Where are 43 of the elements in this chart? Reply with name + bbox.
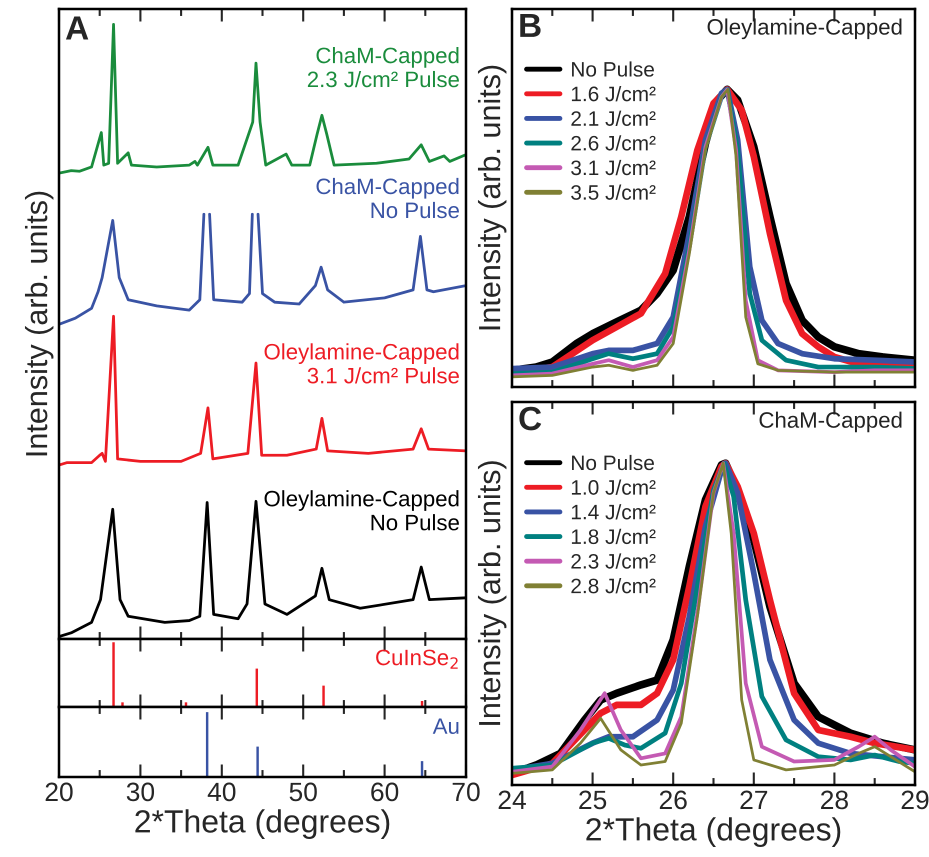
legend-label: No Pulse xyxy=(572,454,654,470)
legend-label: 1.6 J/cm² xyxy=(572,86,656,102)
chart-title: A xyxy=(66,16,88,40)
x-tick-label: 28 xyxy=(821,790,848,810)
series-label: Oleylamine-Capped No Pulse xyxy=(264,490,459,530)
x-tick-label: 27 xyxy=(740,790,768,809)
y-axis-title: Intensity (arb. units) xyxy=(478,66,506,330)
bar xyxy=(322,686,325,707)
series-label: CuInSe$_{2}$ xyxy=(376,650,458,669)
chart-title: C xyxy=(519,406,542,430)
chart-title: B xyxy=(520,14,541,37)
series-label: Au xyxy=(432,718,458,734)
legend-label: 3.5 J/cm² xyxy=(571,184,656,200)
legend-label: 1.0 J/cm² xyxy=(572,480,656,495)
x-tick-label: 70 xyxy=(452,782,480,802)
legend-label: 3.1 J/cm² xyxy=(571,160,656,176)
x-tick-label: 40 xyxy=(208,782,236,802)
legend-label: 1.8 J/cm² xyxy=(572,528,656,544)
series-label: ChaM-Capped 2.3 J/cm² Pulse xyxy=(308,47,459,88)
x-axis-title: 2*Theta (degrees) xyxy=(586,817,840,848)
series-label: ChaM-Capped No Pulse xyxy=(316,178,459,218)
bar xyxy=(256,668,258,707)
x-tick-label: 50 xyxy=(290,782,317,802)
legend-label: 2.6 J/cm² xyxy=(571,135,656,151)
x-tick-label: 60 xyxy=(371,782,398,802)
text: Oleylamine-Capped xyxy=(708,18,902,40)
x-tick-label: 30 xyxy=(126,782,154,802)
legend-label: 2.1 J/cm² xyxy=(571,110,656,126)
text: ChaM-Capped xyxy=(760,412,902,432)
x-tick-label: 25 xyxy=(579,790,606,810)
legend-label: 2.3 J/cm² xyxy=(571,553,656,569)
x-tick-label: 20 xyxy=(46,782,73,802)
x-tick-label: 26 xyxy=(660,790,687,810)
y-axis-title: Intensity (arb. units) xyxy=(24,192,54,456)
y-axis-title: Intensity (arb. units) xyxy=(478,461,506,725)
series-label: Oleylamine-Capped 3.1 J/cm² Pulse xyxy=(264,343,459,384)
legend-label: No Pulse xyxy=(572,61,654,77)
legend-label: 2.8 J/cm² xyxy=(571,578,656,594)
bar xyxy=(112,642,115,707)
legend-label: 1.4 J/cm² xyxy=(572,504,656,520)
x-tick-label: 24 xyxy=(498,790,526,809)
x-axis-title: 2*Theta (degrees) xyxy=(135,809,390,840)
x-tick-label: 29 xyxy=(902,790,928,810)
